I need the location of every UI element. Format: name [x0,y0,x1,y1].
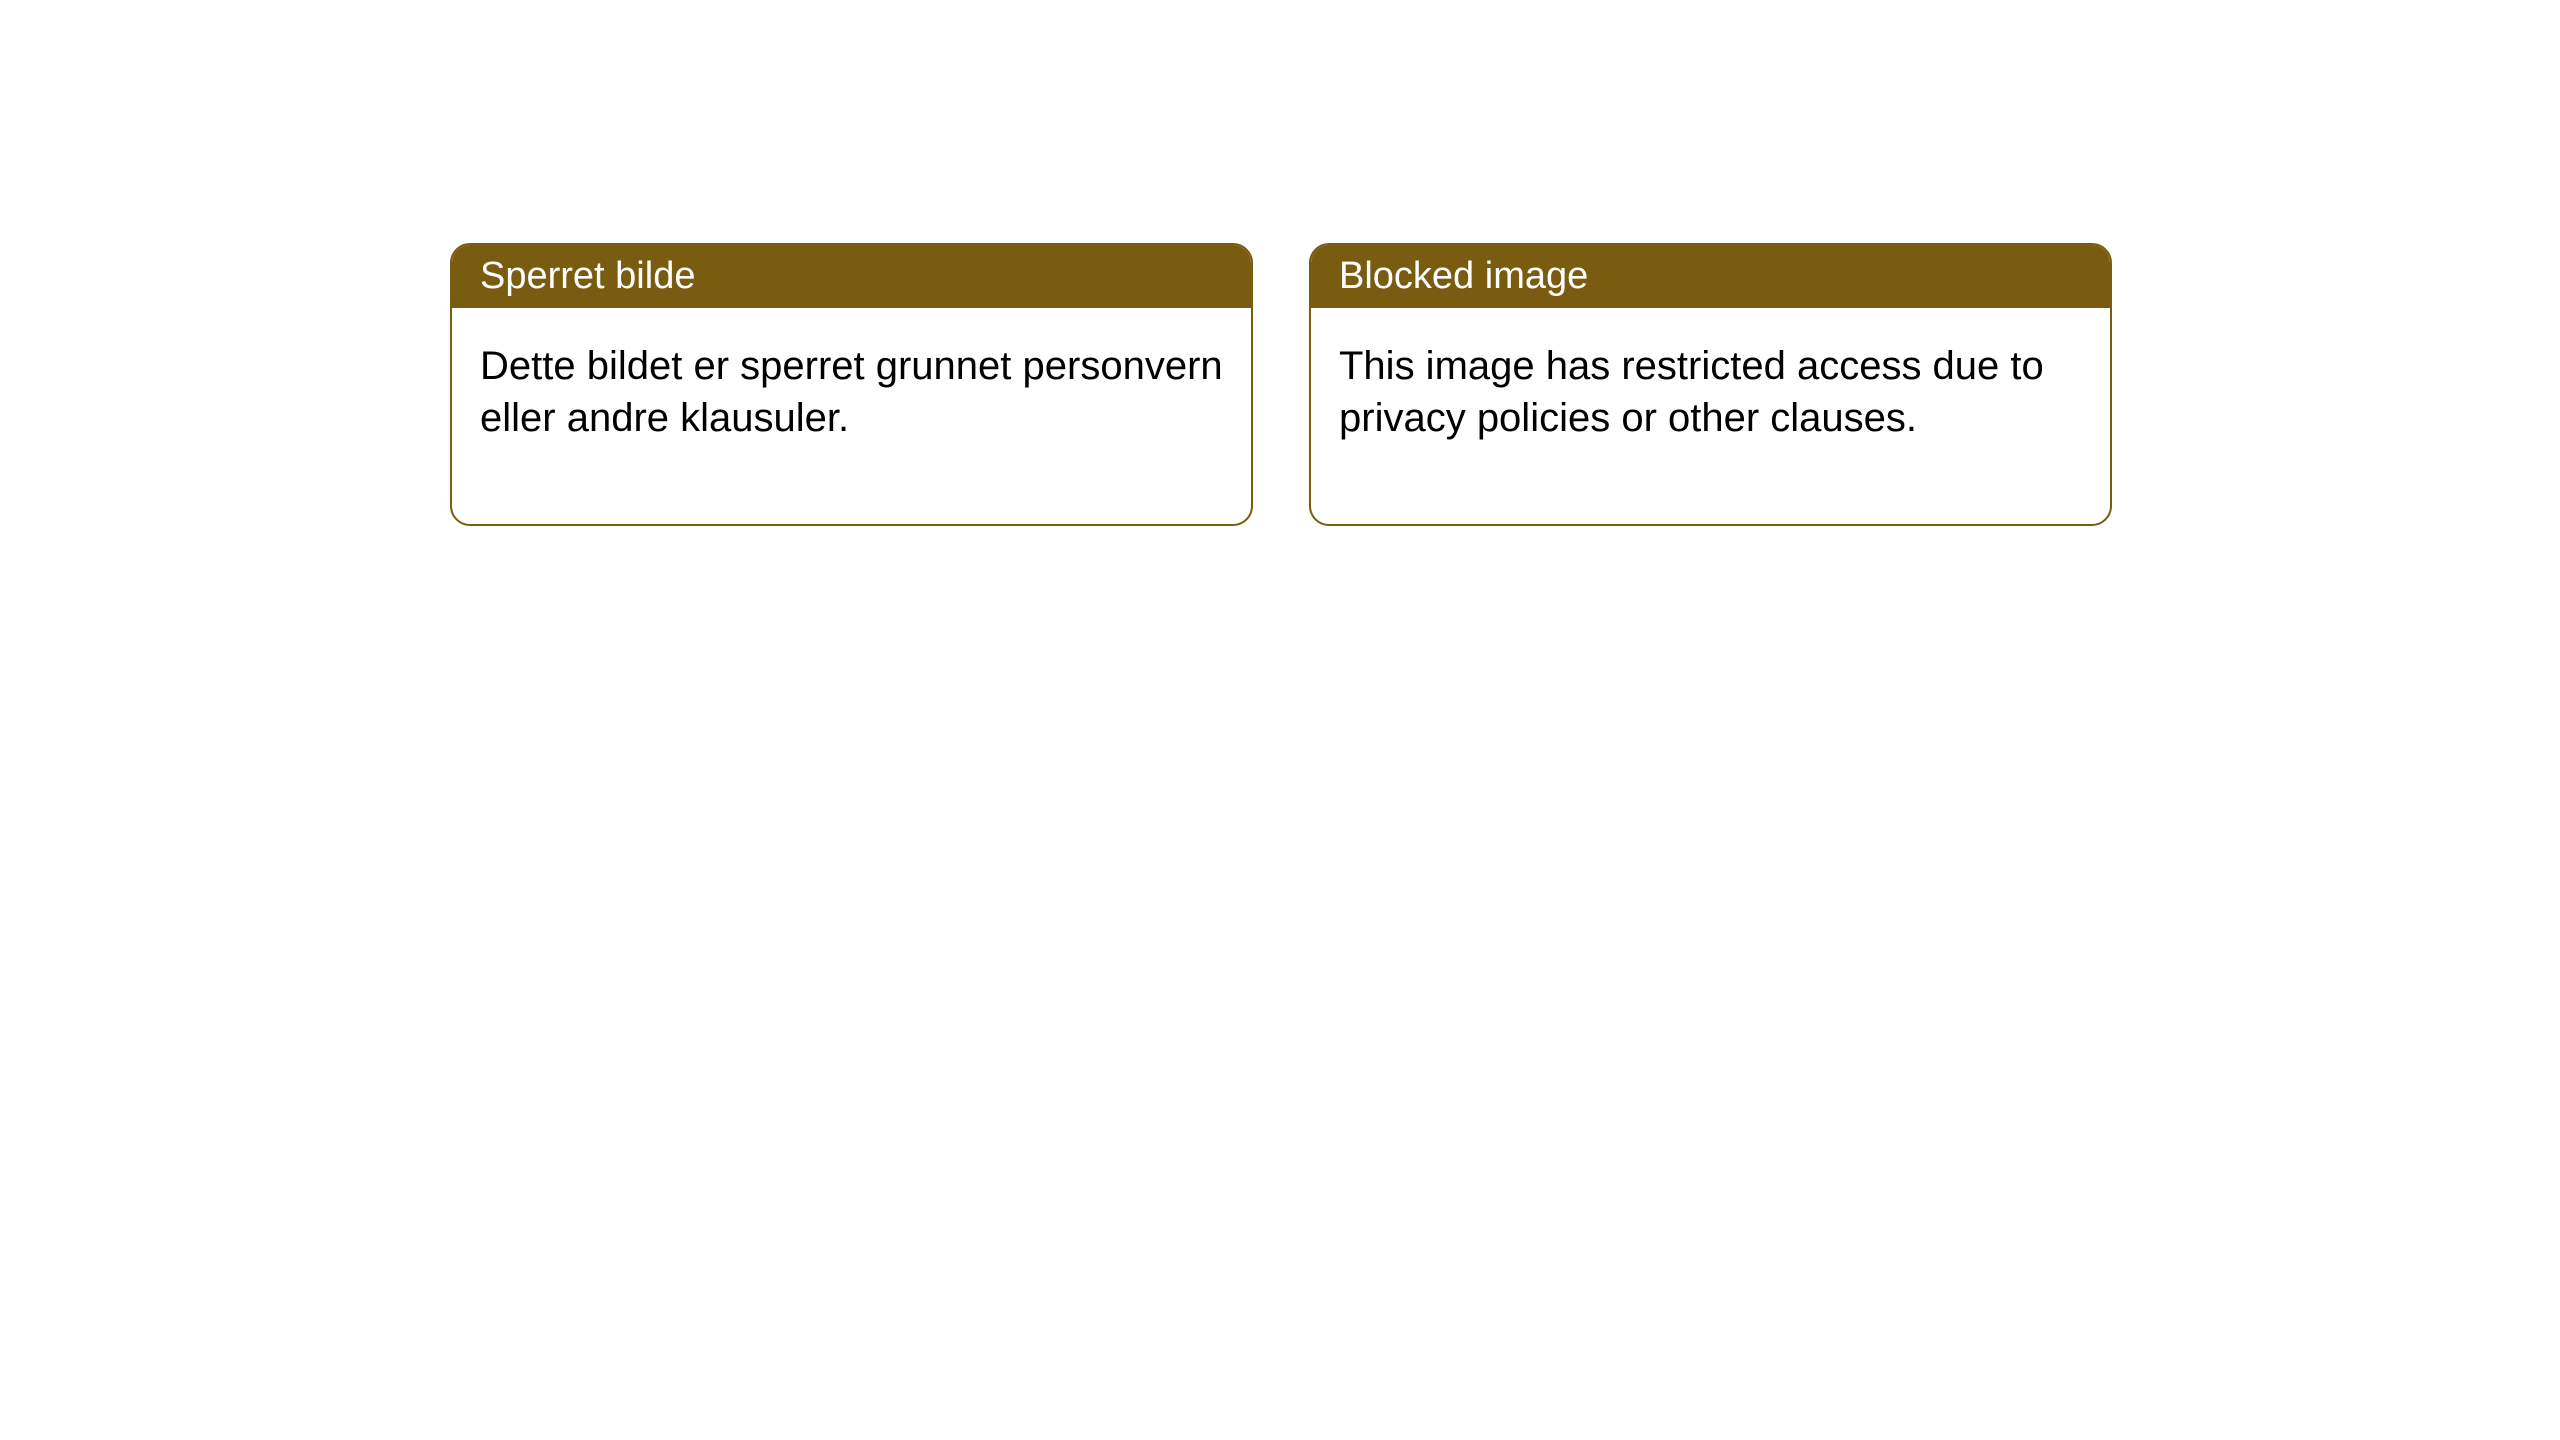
notice-text: Dette bildet er sperret grunnet personve… [480,344,1223,440]
notice-container: Sperret bilde Dette bildet er sperret gr… [450,243,2112,526]
notice-card-norwegian: Sperret bilde Dette bildet er sperret gr… [450,243,1253,526]
notice-card-english: Blocked image This image has restricted … [1309,243,2112,526]
notice-body: This image has restricted access due to … [1311,308,2110,524]
notice-title: Sperret bilde [480,255,695,297]
notice-header: Blocked image [1311,245,2110,308]
notice-header: Sperret bilde [452,245,1251,308]
notice-body: Dette bildet er sperret grunnet personve… [452,308,1251,524]
notice-title: Blocked image [1339,255,1588,297]
notice-text: This image has restricted access due to … [1339,344,2044,440]
